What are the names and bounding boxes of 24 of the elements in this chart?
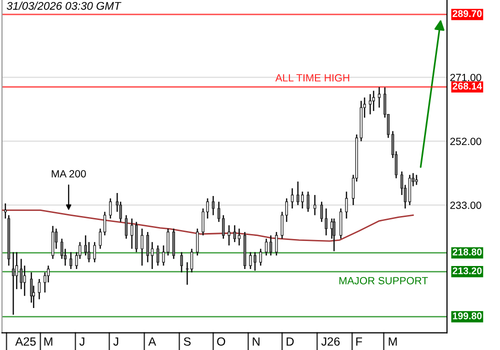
x-tick-label: A xyxy=(148,337,156,346)
ref-line-label: 218.80 xyxy=(452,248,482,256)
annotation: MA 200 xyxy=(52,170,86,178)
ref-line-label: 213.20 xyxy=(452,267,482,274)
x-tick-label: M xyxy=(388,337,397,346)
annotation: ALL TIME HIGH xyxy=(275,74,350,82)
x-tick-label: J26 xyxy=(321,337,340,346)
ref-line-label: 289.70 xyxy=(452,10,482,18)
x-tick-label: F xyxy=(356,337,362,346)
x-tick-label: N xyxy=(252,337,260,346)
y-tick-label: 233.00 xyxy=(450,202,482,209)
x-tick-label: J xyxy=(79,337,84,346)
y-tick-label: 271.00 xyxy=(450,74,482,82)
y-tick-label: 252.00 xyxy=(450,138,482,146)
annotation: MAJOR SUPPORT xyxy=(339,276,428,284)
x-tick-label: M xyxy=(44,337,52,346)
x-tick-label: D xyxy=(286,337,294,346)
x-tick-label: S xyxy=(184,337,191,346)
ref-line-label: 268.14 xyxy=(452,82,482,90)
annotation: 31/03/2026 03:30 GMT xyxy=(6,2,122,10)
x-tick-label: O xyxy=(217,337,226,346)
x-tick-label: A25 xyxy=(15,337,36,346)
ref-line-label: 199.80 xyxy=(452,312,482,320)
x-tick-label: J xyxy=(113,337,118,346)
